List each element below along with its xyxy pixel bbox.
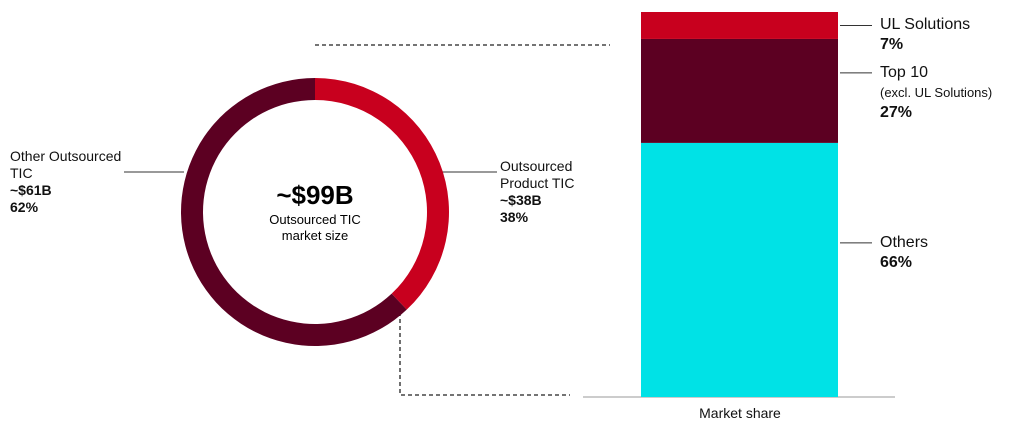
value-label: 66: [880, 253, 1018, 273]
x-tick-label: Market share: [699, 405, 781, 421]
slice-amount: ~$38B: [500, 192, 542, 208]
slice-label: Outsourced Product TIC ~$38B 38: [500, 158, 600, 226]
center-subtitle: Outsourced TIC market size: [269, 212, 361, 243]
slice-percent: 62: [10, 199, 125, 216]
bar-segment: [641, 38, 838, 143]
slice-label: Other Outsourced TIC ~$61B 62: [10, 148, 125, 216]
center-title: ~$99B: [276, 180, 354, 210]
legend-note: (excl. UL Solutions): [880, 84, 993, 100]
donut-slice: [315, 78, 449, 310]
value-label: 27: [880, 103, 1018, 123]
legend-name: Top 10: [880, 63, 929, 81]
slice-name: Outsourced Product TIC: [500, 158, 575, 191]
slice-name: Other Outsourced TIC: [10, 148, 122, 181]
donut-slice: [180, 78, 407, 347]
donut-center: ~$99B Outsourced TIC market size: [215, 180, 415, 244]
bar-segment: [641, 142, 838, 397]
slice-percent: 38: [500, 209, 600, 226]
connector: [399, 312, 570, 396]
series-label: UL Solutions 7: [880, 15, 1018, 55]
slice-amount: ~$61B: [10, 182, 52, 198]
value-label: 7: [880, 35, 1018, 55]
legend-name: Others: [880, 233, 929, 251]
series-label: Others 66: [880, 233, 1018, 273]
series-label: Top 10 (excl. UL Solutions) 27: [880, 63, 1018, 123]
bar-segment: [641, 12, 838, 39]
legend-name: UL Solutions: [880, 16, 971, 34]
